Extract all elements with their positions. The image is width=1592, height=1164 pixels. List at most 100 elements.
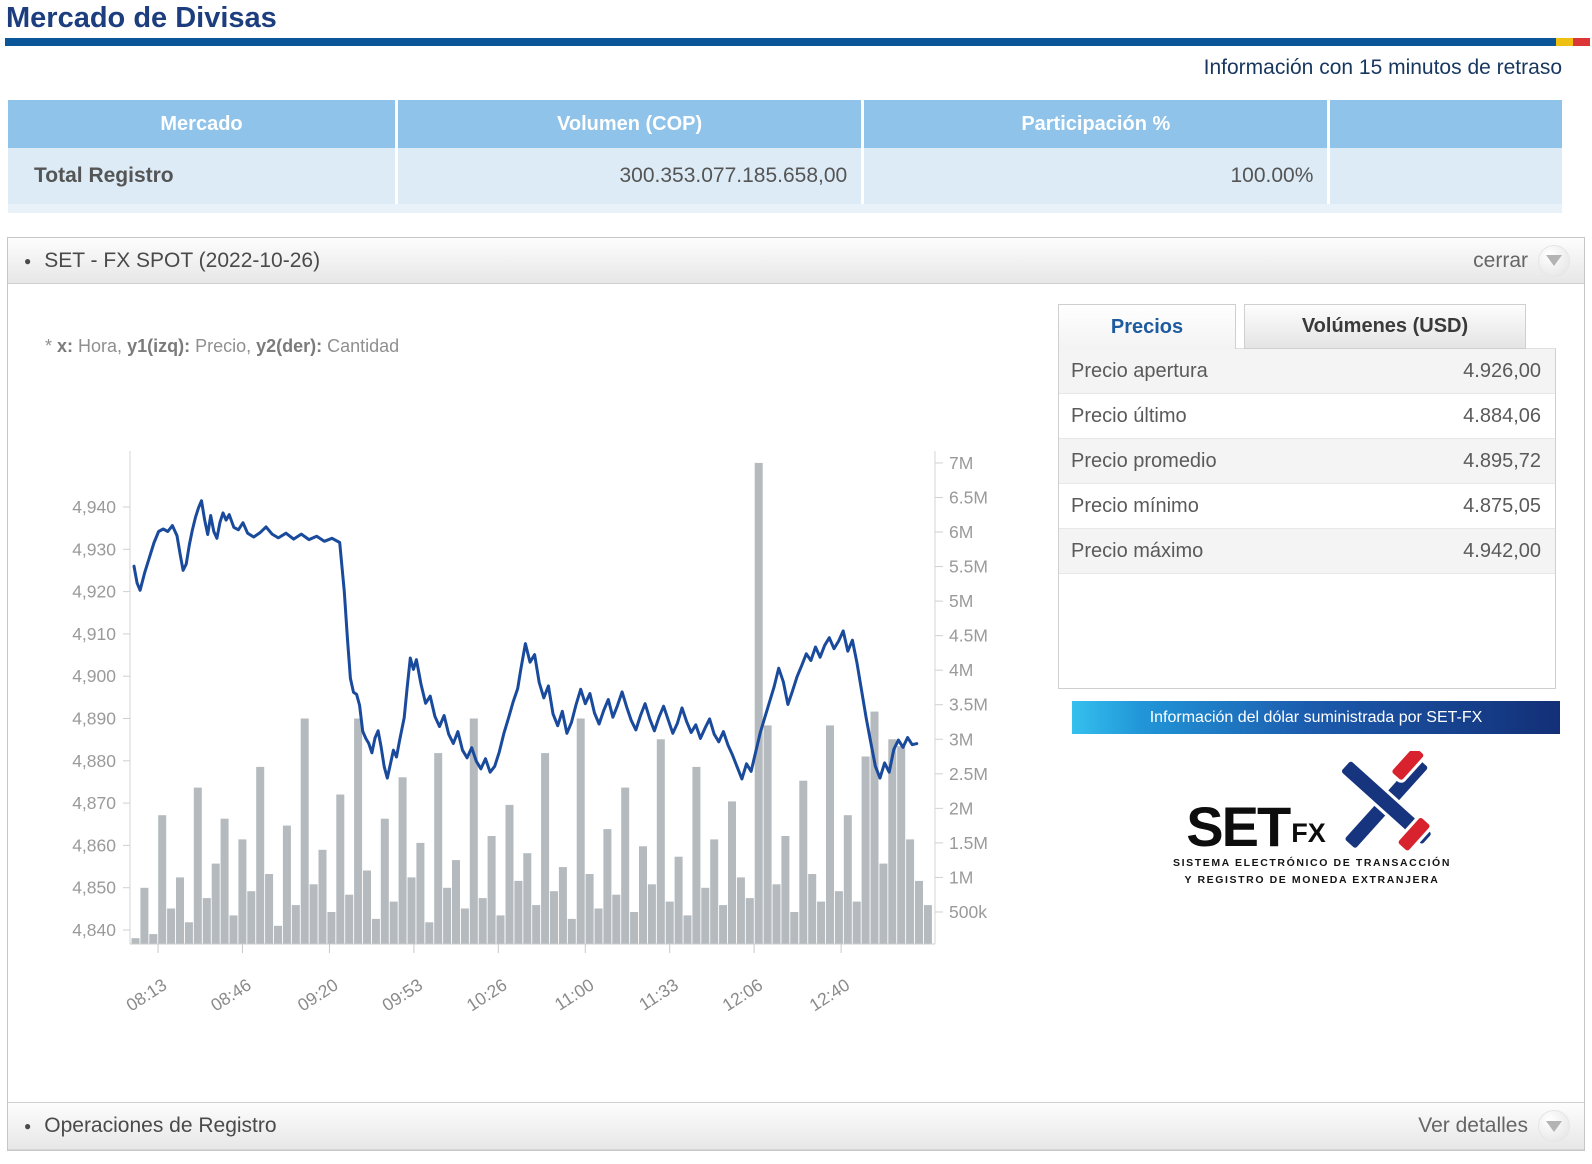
volume-bar bbox=[647, 884, 656, 944]
volume-bar bbox=[274, 925, 282, 944]
volume-bar bbox=[763, 725, 772, 944]
volume-bar bbox=[265, 874, 274, 944]
price-row-value: 4.895,72 bbox=[1372, 438, 1555, 484]
title-rule bbox=[5, 38, 1590, 46]
total-registro-volumen: 300.353.077.185.658,00 bbox=[396, 148, 865, 204]
volume-bar bbox=[318, 849, 327, 944]
y2-tick-label: 5.5M bbox=[949, 557, 988, 577]
volume-bar bbox=[140, 887, 149, 944]
axis-note-part: * bbox=[45, 336, 58, 356]
volume-bar bbox=[843, 815, 852, 944]
y2-tick-label: 4.5M bbox=[949, 626, 988, 646]
x-tick-label: 11:33 bbox=[635, 975, 682, 1015]
expand-arrow-button[interactable] bbox=[1538, 1110, 1570, 1142]
volume-bar bbox=[826, 725, 834, 944]
collapse-arrow-button[interactable] bbox=[1538, 244, 1570, 277]
volume-bar bbox=[541, 753, 550, 944]
volume-bar bbox=[603, 829, 612, 944]
volume-bar bbox=[371, 918, 380, 944]
volume-bar bbox=[558, 867, 567, 944]
volume-bar bbox=[452, 860, 460, 944]
y1-tick-label: 4,860 bbox=[72, 835, 116, 855]
volume-bar bbox=[585, 874, 594, 944]
volume-bar bbox=[683, 915, 692, 944]
price-row-label: Precio máximo bbox=[1059, 528, 1373, 574]
volume-bar bbox=[247, 891, 256, 944]
close-link[interactable]: cerrar bbox=[1473, 248, 1528, 272]
y2-tick-label: 2.5M bbox=[949, 764, 988, 784]
y1-tick-label: 4,910 bbox=[72, 624, 116, 644]
x-tick-label: 09:53 bbox=[378, 975, 426, 1016]
fx-accordion: ● SET - FX SPOT (2022-10-26) cerrar * x:… bbox=[7, 237, 1585, 1151]
price-table-box: Precio apertura 4.926,00 Precio último 4.88… bbox=[1058, 348, 1556, 689]
volume-bar bbox=[363, 870, 371, 944]
tab-precios[interactable]: Precios bbox=[1058, 304, 1236, 349]
volume-bar bbox=[478, 898, 487, 944]
volume-bar bbox=[692, 766, 701, 944]
volume-bar bbox=[639, 846, 647, 944]
x-tick-label: 08:13 bbox=[123, 975, 171, 1016]
price-row: Precio máximo 4.942,00 bbox=[1059, 528, 1555, 574]
volume-bar bbox=[434, 753, 443, 944]
setfx-banner: Información del dólar suministrada por S… bbox=[1072, 701, 1560, 734]
market-table: Mercado Volumen (COP) Participación % To… bbox=[8, 100, 1562, 204]
volume-bar bbox=[389, 901, 398, 944]
y1-tick-label: 4,930 bbox=[72, 539, 116, 559]
ver-detalles-link[interactable]: Ver detalles bbox=[1418, 1114, 1528, 1137]
price-row-value: 4.884,06 bbox=[1463, 404, 1541, 427]
volume-bar bbox=[149, 934, 158, 944]
volume-bar bbox=[416, 842, 425, 944]
y2-tick-label: 3.5M bbox=[949, 695, 988, 715]
volume-bar bbox=[906, 839, 915, 944]
x-tick-label: 10:26 bbox=[463, 975, 511, 1016]
operaciones-header[interactable]: ● Operaciones de Registro Ver detalles bbox=[8, 1102, 1584, 1150]
volume-bar bbox=[184, 922, 193, 944]
axis-note-part: y2(der): bbox=[256, 336, 323, 356]
volume-bar bbox=[336, 794, 345, 944]
price-row-label: Precio mínimo bbox=[1071, 494, 1199, 517]
volume-bar bbox=[719, 905, 728, 944]
volume-bar bbox=[354, 718, 363, 944]
volume-bar bbox=[238, 839, 247, 944]
volume-bar bbox=[407, 877, 416, 944]
fx-panel-header[interactable]: ● SET - FX SPOT (2022-10-26) cerrar bbox=[8, 238, 1584, 284]
logo-tagline-1: SISTEMA ELECTRÓNICO DE TRANSACCIÓN bbox=[1172, 857, 1452, 869]
volume-bar bbox=[852, 901, 861, 944]
x-tick-label: 12:40 bbox=[806, 974, 854, 1015]
volume-bar bbox=[327, 912, 336, 944]
delay-notice: Información con 15 minutos de retraso bbox=[1203, 56, 1562, 79]
axis-note: * x: Hora, y1(izq): Precio, y2(der): Can… bbox=[45, 336, 399, 357]
volume-bar bbox=[443, 887, 452, 944]
price-line-series bbox=[132, 499, 919, 781]
volume-bar bbox=[300, 718, 309, 944]
price-row-value: 4.926,00 bbox=[1372, 349, 1555, 394]
volume-bar bbox=[728, 801, 736, 944]
logo-fx-text: FX bbox=[1291, 818, 1326, 848]
flag-red-segment bbox=[1573, 38, 1590, 46]
setfx-pinwheel-icon bbox=[1338, 751, 1434, 854]
price-row-value: 4.875,05 bbox=[1463, 494, 1541, 517]
y1-tick-label: 4,940 bbox=[72, 497, 116, 517]
tab-volumenes[interactable]: Volúmenes (USD) bbox=[1244, 304, 1526, 349]
y2-tick-label: 1M bbox=[949, 867, 973, 887]
volume-bar bbox=[915, 880, 923, 944]
setfx-logo-row: SET FX bbox=[1058, 751, 1566, 855]
volume-bar bbox=[345, 894, 354, 944]
y1-tick-label: 4,870 bbox=[72, 793, 116, 813]
y1-tick-label: 4,920 bbox=[72, 582, 116, 602]
volume-bar bbox=[256, 766, 265, 944]
volume-bar bbox=[870, 711, 879, 944]
volume-bar bbox=[220, 818, 229, 944]
axis-note-part: y1(izq): bbox=[127, 336, 191, 356]
y2-tick-label: 6.5M bbox=[949, 487, 988, 507]
volume-bar bbox=[193, 787, 202, 944]
operaciones-title: Operaciones de Registro bbox=[44, 1114, 277, 1137]
volume-bar bbox=[309, 884, 318, 944]
volume-bar bbox=[781, 836, 790, 944]
volume-bar bbox=[612, 894, 621, 944]
col-header-mercado: Mercado bbox=[8, 100, 398, 148]
flag-yellow-segment bbox=[1556, 38, 1573, 46]
y1-tick-label: 4,840 bbox=[72, 920, 116, 940]
bullet-icon: ● bbox=[24, 253, 32, 268]
volume-bar bbox=[923, 905, 932, 944]
